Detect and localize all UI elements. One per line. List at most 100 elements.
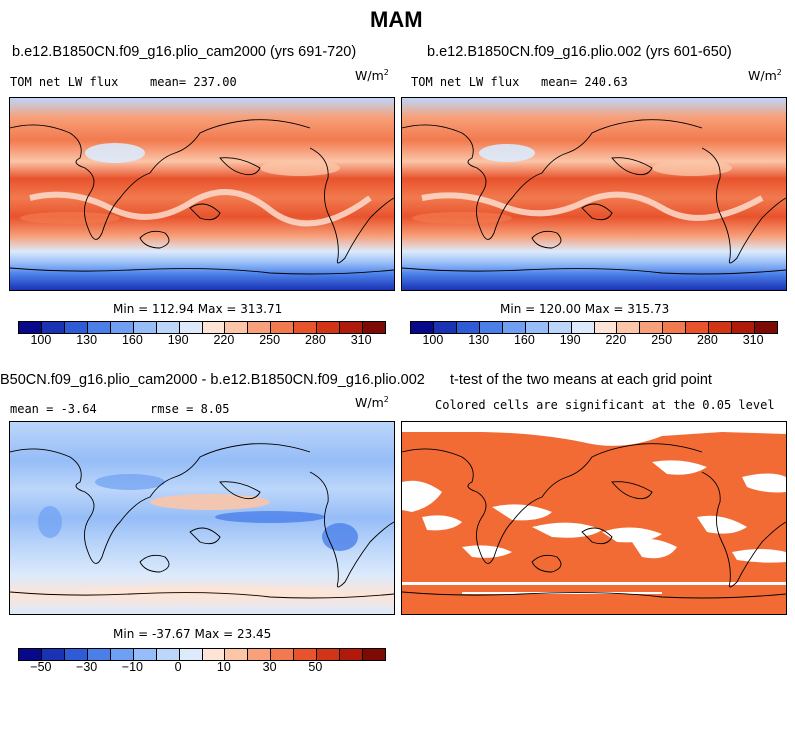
- colorbar-diff-swatch: [41, 649, 65, 660]
- panel-a-mean: mean= 237.00: [150, 75, 237, 89]
- colorbar-diff-swatch: [294, 649, 318, 660]
- colorbar-b-swatch: [433, 322, 457, 333]
- colorbar-b-swatch: [686, 322, 710, 333]
- map-ttest: [401, 421, 787, 615]
- colorbar-diff-tick-label: 10: [216, 660, 231, 674]
- lw-flux-map-a: [10, 98, 394, 290]
- colorbar-a-tick-label: 310: [350, 333, 372, 347]
- colorbar-a: [18, 321, 386, 334]
- lw-flux-map-b: [402, 98, 786, 290]
- panel-a-case: b.e12.B1850CN.f09_g16.plio_cam2000 (yrs …: [12, 44, 357, 60]
- colorbar-diff-swatch: [225, 649, 249, 660]
- page-title: MAM: [370, 7, 423, 32]
- colorbar-a-swatch: [340, 322, 364, 333]
- colorbar-b-swatch: [479, 322, 503, 333]
- colorbar-a-swatch: [133, 322, 157, 333]
- colorbar-diff-swatch: [317, 649, 341, 660]
- colorbar-b-swatch: [709, 322, 733, 333]
- colorbar-a-tick-label: 190: [167, 333, 189, 347]
- colorbar-b: [410, 321, 778, 334]
- colorbar-diff-ticks: −50 −30 −10 0 10 30 50: [18, 660, 384, 676]
- colorbar-diff-swatch: [64, 649, 88, 660]
- panel-a-variable: TOM net LW flux: [10, 75, 119, 89]
- diff-minmax: Min = -37.67 Max = 23.45: [113, 627, 272, 641]
- map-panel-a: [9, 97, 395, 291]
- colorbar-diff-tick-label: 50: [308, 660, 323, 674]
- colorbar-b-swatch: [755, 322, 777, 333]
- colorbar-a-swatch: [41, 322, 65, 333]
- colorbar-diff-tick-label: −50: [30, 660, 52, 674]
- colorbar-diff-swatch: [271, 649, 295, 660]
- diff-mean: mean = -3.64: [10, 402, 97, 416]
- colorbar-b-tick-label: 190: [559, 333, 581, 347]
- colorbar-b-swatch: [640, 322, 664, 333]
- colorbar-a-swatch: [271, 322, 295, 333]
- colorbar-b-tick-label: 280: [696, 333, 718, 347]
- colorbar-b-tick-label: 100: [422, 333, 444, 347]
- colorbar-diff-tick-label: 30: [262, 660, 277, 674]
- colorbar-diff-swatch: [363, 649, 385, 660]
- colorbar-b-swatch: [502, 322, 526, 333]
- colorbar-a-tick-label: 250: [259, 333, 281, 347]
- colorbar-b-tick-label: 130: [468, 333, 490, 347]
- colorbar-a-swatch: [179, 322, 203, 333]
- diff-units: W/m2: [355, 395, 389, 411]
- colorbar-diff-swatch: [179, 649, 203, 660]
- colorbar-a-ticks: 100 130 160 190 220 250 280 310: [18, 333, 384, 349]
- colorbar-diff-swatch: [156, 649, 180, 660]
- panel-b-variable: TOM net LW flux: [411, 75, 520, 89]
- colorbar-b-swatch: [525, 322, 549, 333]
- diff-rmse: rmse = 8.05: [150, 402, 230, 416]
- colorbar-diff-swatch: [87, 649, 111, 660]
- panel-b-case: b.e12.B1850CN.f09_g16.plio.002 (yrs 601-…: [427, 44, 732, 60]
- colorbar-a-tick-label: 220: [213, 333, 235, 347]
- colorbar-a-swatch: [294, 322, 318, 333]
- ttest-subtitle: Colored cells are significant at the 0.0…: [435, 398, 775, 412]
- diff-case: B50CN.f09_g16.plio_cam2000 - b.e12.B1850…: [0, 372, 425, 388]
- colorbar-diff: [18, 648, 386, 661]
- colorbar-a-swatch: [317, 322, 341, 333]
- colorbar-b-swatch: [571, 322, 595, 333]
- colorbar-b-swatch: [411, 322, 434, 333]
- colorbar-b-swatch: [548, 322, 572, 333]
- colorbar-b-swatch: [456, 322, 480, 333]
- colorbar-a-swatch: [19, 322, 42, 333]
- ttest-significance-map: [402, 422, 786, 614]
- colorbar-a-swatch: [64, 322, 88, 333]
- lw-flux-diff-map: [10, 422, 394, 614]
- colorbar-diff-swatch: [110, 649, 134, 660]
- ttest-title: t-test of the two means at each grid poi…: [450, 372, 712, 388]
- colorbar-diff-swatch: [202, 649, 226, 660]
- panel-a-units: W/m2: [355, 68, 389, 84]
- colorbar-a-swatch: [156, 322, 180, 333]
- colorbar-a-tick-label: 280: [304, 333, 326, 347]
- colorbar-a-swatch: [225, 322, 249, 333]
- colorbar-a-swatch: [363, 322, 385, 333]
- colorbar-a-tick-label: 160: [121, 333, 143, 347]
- colorbar-a-swatch: [110, 322, 134, 333]
- colorbar-diff-swatch: [340, 649, 364, 660]
- colorbar-diff-swatch: [248, 649, 272, 660]
- colorbar-diff-tick-label: −10: [121, 660, 143, 674]
- panel-b-units: W/m2: [748, 68, 782, 84]
- colorbar-diff-swatch: [133, 649, 157, 660]
- panel-a-minmax: Min = 112.94 Max = 313.71: [113, 302, 283, 316]
- map-panel-b: [401, 97, 787, 291]
- colorbar-a-tick-label: 130: [76, 333, 98, 347]
- map-diff: [9, 421, 395, 615]
- colorbar-b-swatch: [617, 322, 641, 333]
- colorbar-a-swatch: [248, 322, 272, 333]
- colorbar-a-swatch: [87, 322, 111, 333]
- colorbar-diff-swatch: [19, 649, 42, 660]
- panel-b-mean: mean= 240.63: [541, 75, 628, 89]
- colorbar-b-tick-label: 220: [605, 333, 627, 347]
- panel-b-minmax: Min = 120.00 Max = 315.73: [500, 302, 670, 316]
- colorbar-b-tick-label: 310: [742, 333, 764, 347]
- colorbar-b-tick-label: 250: [651, 333, 673, 347]
- colorbar-diff-tick-label: 0: [174, 660, 182, 674]
- colorbar-diff-tick-label: −30: [76, 660, 98, 674]
- colorbar-b-swatch: [732, 322, 756, 333]
- colorbar-b-tick-label: 160: [513, 333, 535, 347]
- colorbar-b-swatch: [663, 322, 687, 333]
- colorbar-b-swatch: [594, 322, 618, 333]
